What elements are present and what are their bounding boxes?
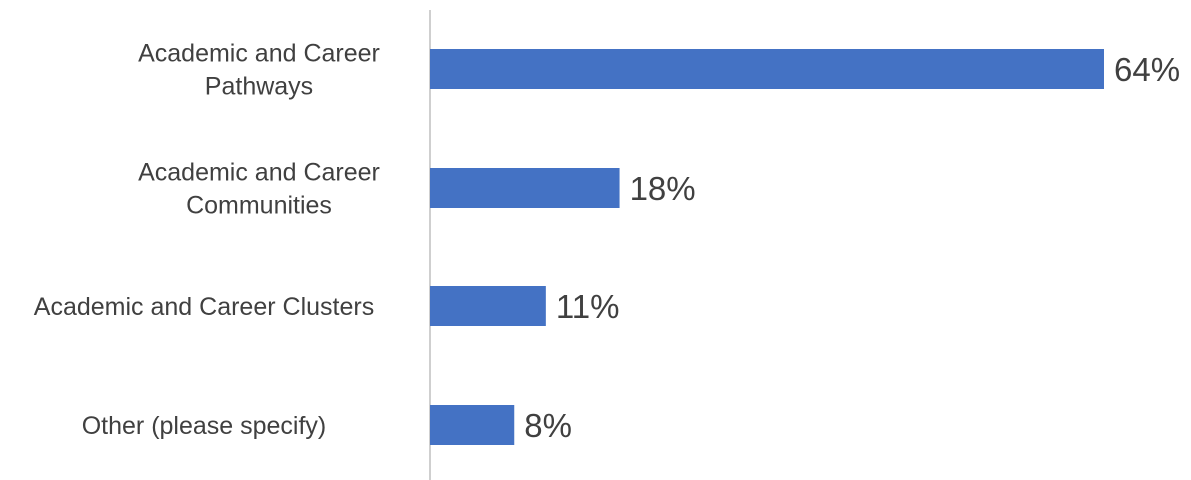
category-label-1: Academic and Career Communities: [138, 159, 380, 220]
category-label-0: Academic and Career Pathways: [138, 40, 380, 101]
category-label-2-line-0: Academic and Career Clusters: [34, 293, 374, 321]
category-label-3: Other (please specify): [82, 412, 327, 440]
data-label-0: 64%: [1114, 51, 1180, 88]
bar-group: [430, 49, 1104, 445]
category-label-0-line-0: Academic and Career: [138, 40, 380, 68]
category-label-3-line-0: Other (please specify): [82, 412, 327, 440]
category-label-2: Academic and Career Clusters: [34, 293, 374, 321]
bar-2: [430, 286, 546, 326]
data-label-1: 18%: [630, 170, 696, 207]
data-label-3: 8%: [524, 407, 572, 444]
bar-1: [430, 168, 620, 208]
bar-0: [430, 49, 1104, 89]
category-label-1-line-0: Academic and Career: [138, 159, 380, 187]
category-label-1-line-1: Communities: [186, 192, 332, 220]
category-label-0-line-1: Pathways: [205, 73, 313, 101]
bar-3: [430, 405, 515, 445]
value-label-group: 64% 18% 11% 8%: [524, 51, 1180, 444]
data-label-2: 11%: [556, 288, 620, 325]
